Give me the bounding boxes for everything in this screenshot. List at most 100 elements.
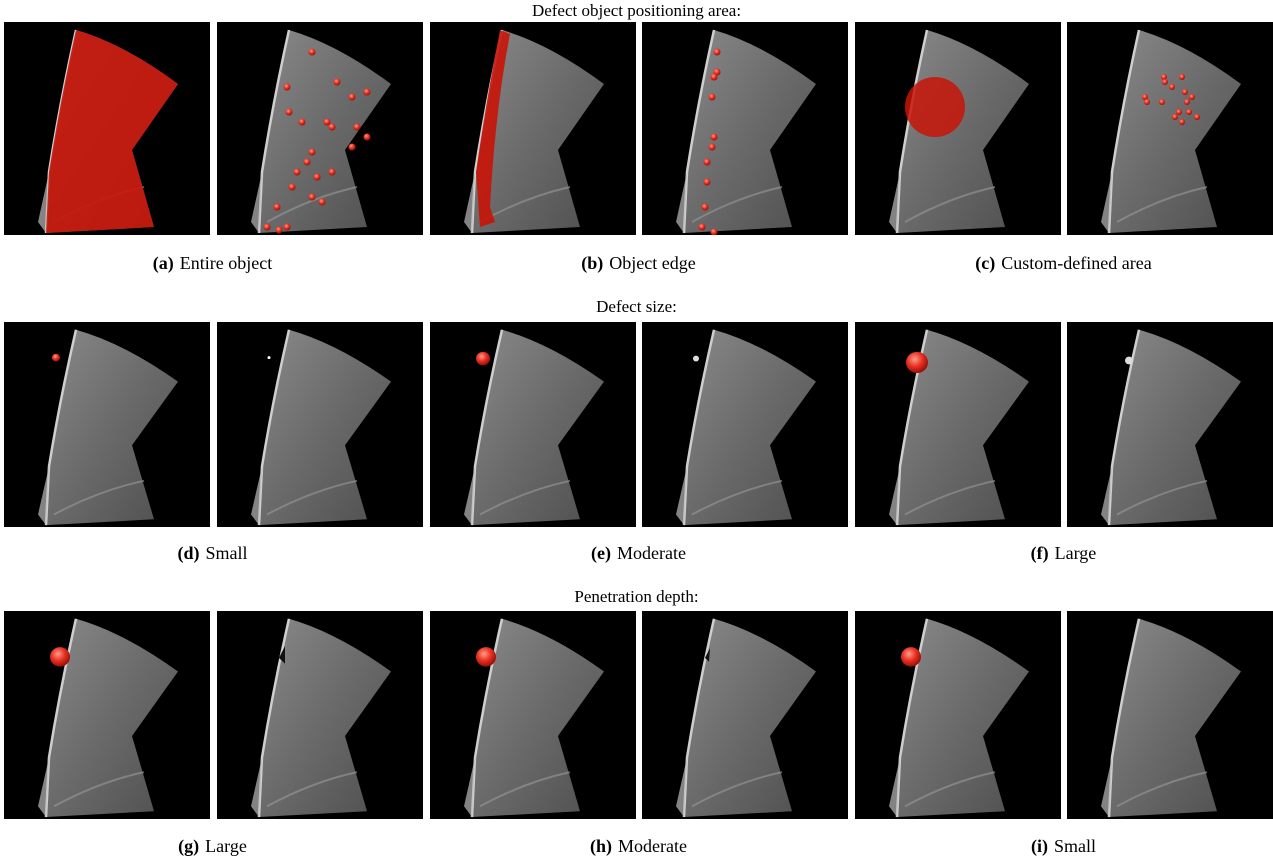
defect-sphere [711,134,718,141]
defect-sphere [476,647,496,667]
caption-label: (b) [581,253,603,273]
render-image [1067,322,1273,527]
defect-sphere [1186,109,1192,115]
defect-sphere [1189,94,1195,100]
caption: (i) Small [851,835,1273,857]
defect-sphere [334,79,341,86]
caption-label: (d) [177,543,199,563]
defect-sphere [294,169,301,176]
section-heading: Defect object positioning area: [0,1,1273,21]
caption-text: Large [1055,543,1097,563]
render-image [4,322,210,527]
section-heading: Defect size: [0,297,1273,317]
caption: (d) Small [0,542,425,564]
defect-sphere [1179,119,1185,125]
caption-text: Large [205,836,247,856]
defect-sphere [1144,99,1150,105]
caption: (e) Moderate [426,542,851,564]
defect-sphere [714,49,721,56]
defect-sphere [1162,79,1168,85]
caption-label: (e) [591,543,611,563]
defect-sphere [276,227,283,234]
defect-sphere [1159,99,1165,105]
defect-sphere [309,194,316,201]
defect-sphere [329,169,336,176]
defect-sphere [702,204,709,211]
defect-sphere [476,352,490,365]
defect-sphere [289,184,296,191]
caption-text: Moderate [618,836,687,856]
render-image [217,322,423,527]
defect-mark [1125,357,1133,365]
render-image [642,611,848,819]
defect-sphere [364,134,371,141]
defect-sphere [286,109,293,116]
defect-sphere [274,204,281,211]
caption: (a) Entire object [0,252,425,274]
defect-sphere [50,647,70,667]
defect-sphere [364,89,371,96]
render-image [855,22,1061,235]
defect-sphere [354,124,361,131]
defect-mark [693,356,699,362]
render-image [4,611,210,819]
defect-sphere [52,354,60,362]
figure: Defect object positioning area: (a) Entire… [0,0,1273,859]
defect-sphere [349,144,356,151]
defect-sphere [309,149,316,156]
caption-text: Moderate [617,543,686,563]
caption: (g) Large [0,835,425,857]
render-image [1067,22,1273,235]
defect-sphere [1179,74,1185,80]
defect-sphere [1169,84,1175,90]
defect-sphere [314,174,321,181]
defect-sphere [906,352,928,373]
caption-text: Object edge [609,253,695,273]
section-heading: Penetration depth: [0,587,1273,607]
render-image [642,322,848,527]
render-image [642,22,848,235]
caption: (f) Large [851,542,1273,564]
render-image [430,22,636,235]
defect-sphere [319,199,326,206]
caption-text: Entire object [180,253,272,273]
defect-sphere [284,84,291,91]
caption-label: (f) [1031,543,1049,563]
render-image [430,611,636,819]
defect-sphere [1172,114,1178,120]
render-image [4,22,210,235]
defect-sphere [1161,74,1167,80]
caption-label: (i) [1031,836,1048,856]
highlight-area [905,77,965,137]
defect-sphere [299,119,306,126]
render-image [855,611,1061,819]
defect-sphere [704,159,711,166]
defect-sphere [1176,109,1182,115]
caption: (c)Custom-defined area [851,252,1273,274]
defect-sphere [324,119,331,126]
defect-sphere [709,94,716,101]
defect-sphere [709,144,716,151]
caption-label: (g) [178,836,199,856]
caption: (h) Moderate [426,835,851,857]
defect-sphere [304,159,311,166]
defect-sphere [704,179,711,186]
render-image [855,322,1061,527]
caption-text: Small [1054,836,1096,856]
defect-sphere [1182,89,1188,95]
defect-sphere [349,94,356,101]
defect-sphere [901,647,921,667]
render-image [1067,611,1273,819]
defect-sphere [264,224,271,231]
caption-label: (h) [590,836,612,856]
defect-sphere [1194,114,1200,120]
render-image [217,22,423,235]
defect-sphere [329,124,336,131]
caption-label: (a) [153,253,174,273]
render-image [217,611,423,819]
caption: (b) Object edge [426,252,851,274]
caption-text: Custom-defined area [1001,253,1151,273]
defect-sphere [284,224,291,231]
defect-sphere [699,224,706,231]
caption-text: Small [205,543,247,563]
